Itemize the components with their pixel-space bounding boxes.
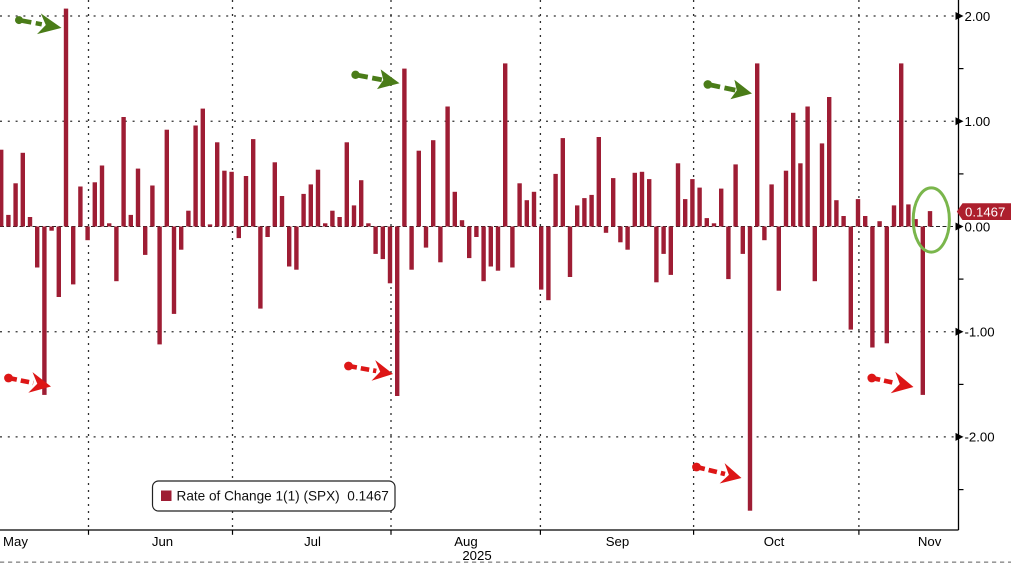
svg-text:0.00: 0.00 <box>965 219 991 234</box>
svg-text:Sep: Sep <box>606 534 629 549</box>
svg-text:Jun: Jun <box>152 534 173 549</box>
svg-text:May: May <box>3 534 28 549</box>
svg-text:Nov: Nov <box>918 534 942 549</box>
svg-text:-2.00: -2.00 <box>965 430 995 445</box>
svg-text:Jul: Jul <box>304 534 321 549</box>
svg-text:Aug: Aug <box>454 534 477 549</box>
svg-text:-1.00: -1.00 <box>965 325 995 340</box>
svg-text:2025: 2025 <box>462 548 491 563</box>
svg-text:Rate of Change 1(1) (SPX) 0.1: Rate of Change 1(1) (SPX) 0.1467 <box>177 489 389 504</box>
svg-text:Oct: Oct <box>764 534 785 549</box>
svg-text:0.1467: 0.1467 <box>965 204 1005 219</box>
svg-text:2.00: 2.00 <box>965 9 991 24</box>
svg-text:1.00: 1.00 <box>965 114 991 129</box>
